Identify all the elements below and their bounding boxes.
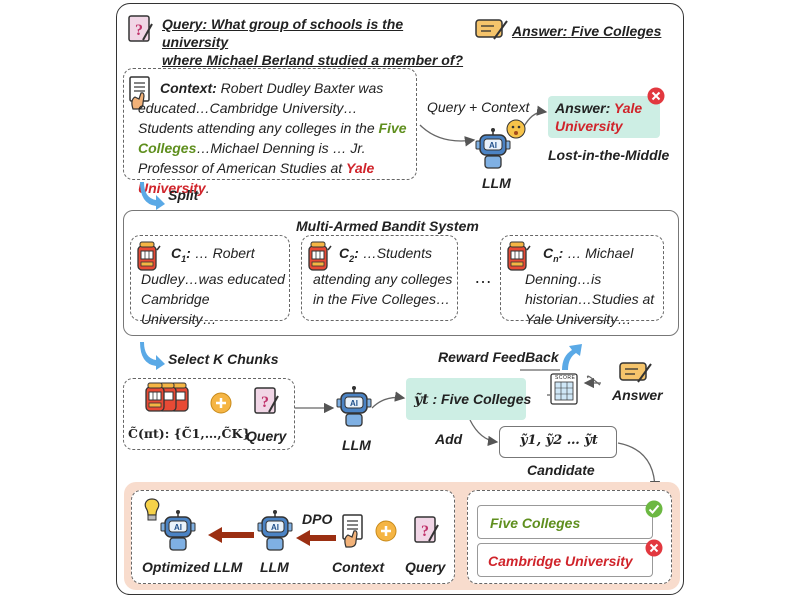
reward-label: Reward FeedBack xyxy=(438,349,559,365)
y-answer-value: : Five Colleges xyxy=(432,391,532,407)
plus-icon-1 xyxy=(210,392,232,419)
wrong-answer: Answer: Yale University xyxy=(555,99,655,135)
reward-arrow-icon xyxy=(558,340,588,377)
query-text: Query: What group of schools is the univ… xyxy=(162,15,472,69)
split-arrow-icon xyxy=(138,180,166,215)
split-label: Split xyxy=(168,187,199,203)
query-icon: ? xyxy=(127,14,153,49)
context-box xyxy=(123,68,417,180)
query-line2: where Michael Berland studied a member o… xyxy=(162,52,464,68)
select-arrow-icon xyxy=(138,340,166,375)
query-icon-3: ? xyxy=(413,515,439,550)
answer-icon-2 xyxy=(618,360,652,389)
context-part2: …Michael Denning is … Jr. Professor of A… xyxy=(138,140,366,176)
answer-top-label: Answer: xyxy=(512,23,568,39)
svg-text:AI: AI xyxy=(174,523,182,532)
optimized-llm-label: Optimized LLM xyxy=(142,559,243,575)
wrong-answer-value: Yale University xyxy=(555,100,643,134)
chunk-text-1: C1: … Robert Dudley…was educated Cambrid… xyxy=(141,243,286,329)
dpo-label: DPO xyxy=(302,511,333,527)
slot-machine-icon-1 xyxy=(135,240,161,277)
svg-text:?: ? xyxy=(421,523,429,540)
svg-text:AI: AI xyxy=(489,141,497,150)
robot-icon-optimized: AI xyxy=(160,510,200,561)
good-answer-box xyxy=(477,505,653,539)
context-end: . xyxy=(205,180,210,196)
scoreboard-icon xyxy=(549,372,579,411)
check-icon xyxy=(645,500,663,523)
x-mark-icon-bottom xyxy=(645,539,663,562)
context-label: Context: xyxy=(160,80,217,96)
chunk-name-2: C2: xyxy=(339,245,359,264)
context-text: Context: Robert Dudley Baxter was educat… xyxy=(138,78,410,198)
context-icon-2 xyxy=(340,513,366,554)
selection-formula-text: C̃(πt): {C̃1,…,C̃K} xyxy=(128,426,251,441)
query-context-label: Query + Context xyxy=(427,99,530,115)
selection-query-label: Query xyxy=(246,428,287,444)
good-answer: Five Colleges xyxy=(490,515,581,531)
y-answer-box xyxy=(406,378,526,420)
answer-top: Answer: Five Colleges xyxy=(512,22,661,40)
selection-formula: C̃(πt): {C̃1,…,C̃K} xyxy=(128,425,250,443)
query-label: Query: xyxy=(162,16,208,32)
y-answer-symbol: ỹt xyxy=(414,392,429,408)
figure-frame xyxy=(116,3,684,595)
candidate-text: ỹ1, ỹ2 … ỹt xyxy=(520,433,598,448)
answer-icon xyxy=(474,17,508,46)
context-part1: Robert Dudley Baxter was educated…Cambri… xyxy=(138,80,384,136)
chunk-body-1: … Robert Dudley…was educated Cambridge U… xyxy=(141,245,285,327)
x-mark-icon-top xyxy=(647,87,665,110)
dpo-query-label: Query xyxy=(405,559,446,575)
bad-answer-box xyxy=(477,543,653,577)
robot-icon-llm: AI xyxy=(257,510,297,561)
llm-label-middle: LLM xyxy=(342,437,371,453)
score-label: SCORE xyxy=(555,375,576,381)
plus-icon-2 xyxy=(375,520,397,547)
chunk-text-2: C2: …Students attending any colleges in … xyxy=(313,243,455,309)
context-icon xyxy=(127,75,153,116)
robot-icon-top: AI xyxy=(475,128,515,179)
lightbulb-icon xyxy=(143,498,161,527)
answer-label: Answer xyxy=(612,387,663,403)
answer-top-value: Five Colleges xyxy=(571,23,662,39)
bandit-title: Multi-Armed Bandit System xyxy=(296,218,479,234)
dpo-llm-label: LLM xyxy=(260,559,289,575)
candidate-box xyxy=(499,426,617,458)
chunk-text-n: Cn: … Michael Denning…is historian…Studi… xyxy=(525,243,661,329)
candidate-label: Candidate xyxy=(527,462,595,478)
context-red: Yale University xyxy=(138,160,375,196)
query-line1: What group of schools is the university xyxy=(162,16,404,50)
chunk-name-1: C1: xyxy=(171,245,191,264)
svg-text:?: ? xyxy=(135,22,143,39)
chunk-body-n: … Michael Denning…is historian…Studies a… xyxy=(525,245,655,327)
llm-label-top: LLM xyxy=(482,175,511,191)
lost-label: Lost-in-the-Middle xyxy=(548,147,670,163)
add-label: Add xyxy=(435,431,463,447)
svg-text:AI: AI xyxy=(271,523,279,532)
y-answer: ỹt : Five Colleges xyxy=(414,390,531,409)
chunk-card-n xyxy=(500,235,664,321)
context-green: Five Colleges xyxy=(138,120,407,156)
query-icon-2: ? xyxy=(253,386,279,421)
slot-stack-icon xyxy=(143,381,201,420)
brown-arrow-left-2 xyxy=(296,530,336,551)
svg-text:?: ? xyxy=(261,394,269,411)
select-label: Select K Chunks xyxy=(168,351,279,367)
slot-machine-icon-2 xyxy=(306,240,332,277)
wrong-answer-label: Answer: xyxy=(555,100,611,116)
bad-answer: Cambridge University xyxy=(488,553,633,569)
robot-icon-middle: AI xyxy=(336,386,376,437)
confused-emoji-icon xyxy=(505,118,527,145)
wrong-answer-box xyxy=(548,96,660,138)
brown-arrow-left-1 xyxy=(208,527,254,548)
dpo-context-label: Context xyxy=(332,559,385,575)
chunk-body-2: …Students attending any colleges in the … xyxy=(313,245,453,307)
chunk-ellipsis: … xyxy=(474,267,492,287)
slot-machine-icon-n xyxy=(505,240,531,277)
svg-text:AI: AI xyxy=(350,399,358,408)
chunk-name-n: Cn: xyxy=(543,245,564,264)
